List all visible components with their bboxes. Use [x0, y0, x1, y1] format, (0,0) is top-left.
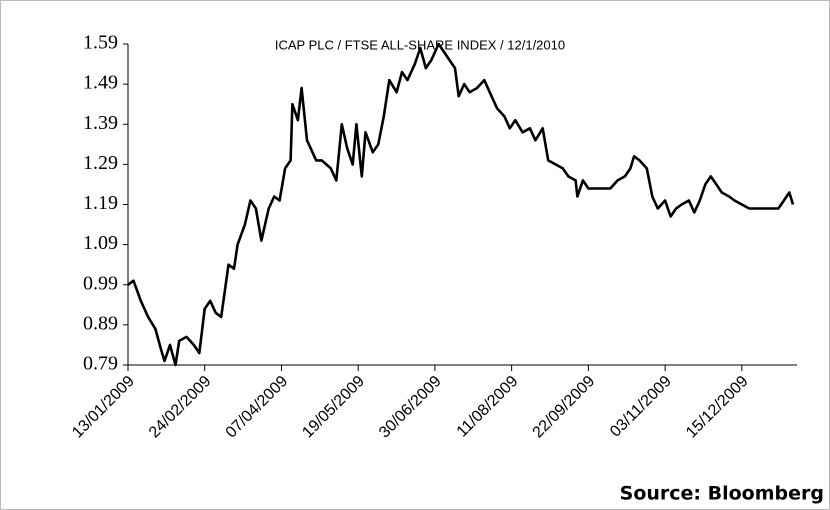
chart-title: ICAP PLC / FTSE ALL-SHARE INDEX / 12/1/2…	[275, 37, 565, 52]
price-line	[127, 42, 795, 367]
y-tick-label: 0.79	[83, 353, 118, 375]
y-tick-label: 0.89	[83, 312, 118, 334]
y-tick-label: 1.39	[83, 112, 118, 134]
y-tick-label: 1.19	[83, 192, 118, 214]
y-tick-label: 1.59	[83, 32, 118, 54]
y-tick-label: 1.29	[83, 152, 118, 174]
y-tick-label: 1.49	[83, 72, 118, 94]
y-tick-label: 0.99	[83, 272, 118, 294]
y-tick-label: 1.09	[83, 232, 118, 254]
source: Source: Bloomberg	[620, 483, 824, 505]
